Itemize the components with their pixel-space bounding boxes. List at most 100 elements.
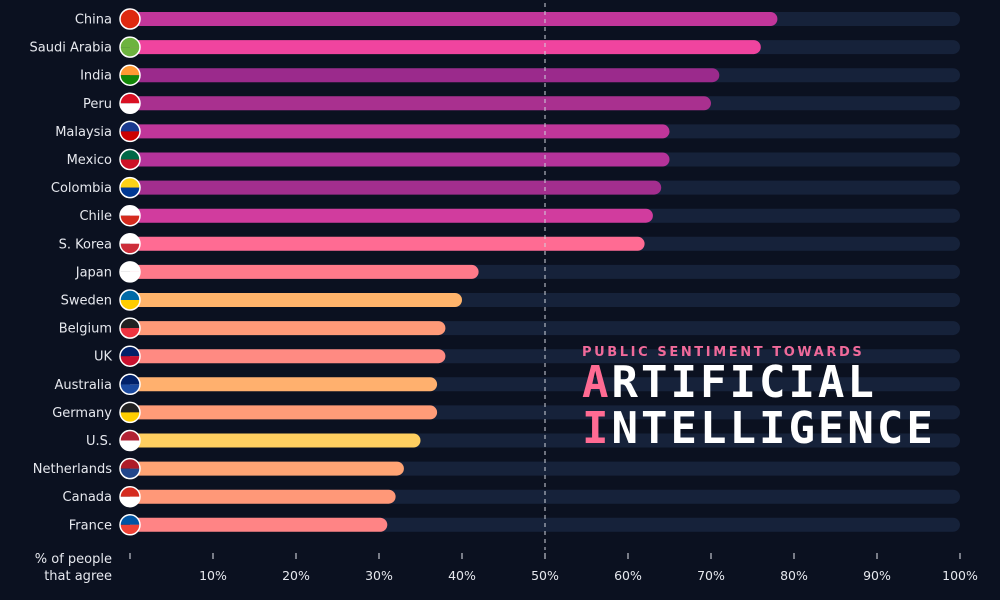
flag-border bbox=[119, 204, 141, 227]
category-label: Sweden bbox=[61, 294, 112, 309]
category-label: Peru bbox=[83, 97, 112, 112]
bar-india bbox=[130, 68, 720, 83]
flag-top bbox=[120, 37, 140, 48]
x-tick-label: 70% bbox=[697, 568, 725, 583]
flag-border bbox=[119, 345, 141, 367]
flag-top bbox=[120, 261, 140, 272]
category-label: China bbox=[75, 13, 112, 28]
flag-bottom bbox=[120, 187, 140, 198]
flag-bottom bbox=[120, 524, 140, 535]
x-tick-label: 100% bbox=[942, 568, 978, 583]
flag-icon bbox=[120, 514, 140, 535]
flag-icon bbox=[120, 430, 140, 451]
category-label: Mexico bbox=[67, 153, 112, 168]
bar-u-s- bbox=[130, 433, 421, 448]
flag-icon bbox=[120, 346, 140, 367]
flag-icon bbox=[120, 458, 140, 479]
flag-icon bbox=[120, 486, 140, 507]
flag-icon bbox=[120, 402, 140, 423]
flag-bottom bbox=[120, 440, 140, 451]
x-tick-label: 40% bbox=[448, 568, 476, 583]
flag-icon bbox=[120, 205, 140, 226]
bar-sweden bbox=[130, 293, 462, 307]
title-rest-2: NTELLIGENCE bbox=[611, 403, 936, 454]
bar-japan bbox=[130, 264, 479, 279]
x-axis-label: that agree bbox=[44, 569, 112, 584]
flag-icon bbox=[120, 149, 140, 170]
flag-border bbox=[119, 401, 141, 424]
bar-malaysia bbox=[130, 124, 670, 139]
x-tick-label: 30% bbox=[365, 568, 393, 583]
flag-bottom bbox=[120, 243, 140, 254]
category-label: Colombia bbox=[51, 181, 112, 196]
title-initial-a: A bbox=[582, 357, 612, 408]
x-tick-label: 60% bbox=[614, 568, 642, 583]
bar-saudi-arabia bbox=[130, 40, 761, 55]
bar-peru bbox=[130, 96, 711, 111]
flag-bottom bbox=[120, 356, 140, 367]
x-tick-label: 90% bbox=[863, 568, 891, 583]
x-tick-label: 80% bbox=[780, 568, 808, 583]
flag-border bbox=[119, 289, 141, 311]
flag-border bbox=[119, 176, 141, 199]
flag-icon bbox=[120, 65, 140, 86]
flag-icon bbox=[120, 177, 140, 198]
flag-icon bbox=[120, 9, 140, 29]
title-line-1: ARTIFICIAL bbox=[582, 360, 936, 406]
category-label: Australia bbox=[54, 378, 112, 393]
category-label: Germany bbox=[52, 406, 112, 421]
flag-top bbox=[120, 177, 140, 188]
flag-top bbox=[120, 346, 140, 357]
category-label: Malaysia bbox=[55, 125, 112, 140]
flag-top bbox=[120, 402, 140, 413]
flag-bottom bbox=[120, 300, 140, 310]
title-rest-1: RTIFICIAL bbox=[611, 357, 877, 408]
flag-top bbox=[120, 430, 140, 441]
flag-bottom bbox=[120, 215, 140, 226]
flag-border bbox=[119, 261, 141, 283]
bar-france bbox=[130, 517, 388, 532]
bar-canada bbox=[130, 489, 396, 504]
x-tick-label: 20% bbox=[282, 568, 310, 583]
flag-top bbox=[120, 486, 140, 497]
category-label: UK bbox=[94, 350, 113, 365]
flag-top bbox=[120, 514, 140, 525]
flag-border bbox=[119, 514, 141, 536]
category-label: U.S. bbox=[86, 434, 112, 449]
flag-top bbox=[120, 9, 140, 19]
flag-border bbox=[119, 36, 141, 58]
category-label: Belgium bbox=[59, 322, 112, 337]
flag-bottom bbox=[120, 271, 140, 282]
flag-border bbox=[119, 148, 141, 171]
flag-icon bbox=[120, 121, 140, 142]
category-label: Saudi Arabia bbox=[30, 41, 113, 56]
flag-bottom bbox=[120, 159, 140, 170]
category-label: S. Korea bbox=[59, 237, 112, 252]
flag-border bbox=[119, 92, 141, 115]
flag-bottom bbox=[120, 47, 140, 58]
bar-china bbox=[130, 12, 778, 26]
bar-s-korea bbox=[130, 236, 645, 251]
flag-border bbox=[119, 8, 141, 30]
category-label: Chile bbox=[79, 209, 112, 224]
flag-top bbox=[120, 458, 140, 469]
bar-germany bbox=[130, 405, 438, 420]
flag-bottom bbox=[120, 19, 140, 29]
flag-icon bbox=[120, 261, 140, 282]
bar-chile bbox=[130, 208, 653, 223]
x-tick-label: 10% bbox=[199, 568, 227, 583]
x-tick-label: 50% bbox=[531, 568, 559, 583]
flag-top bbox=[120, 290, 140, 300]
chart-title: PUBLIC SENTIMENT TOWARDS ARTIFICIAL INTE… bbox=[582, 345, 936, 452]
bar-mexico bbox=[130, 152, 670, 167]
title-initial-i: I bbox=[582, 403, 612, 454]
bar-australia bbox=[130, 377, 438, 392]
flag-bottom bbox=[120, 328, 140, 339]
flag-top bbox=[120, 318, 140, 329]
category-label: France bbox=[69, 518, 112, 533]
flag-top bbox=[120, 65, 140, 76]
flag-icon bbox=[120, 93, 140, 114]
title-line-2: INTELLIGENCE bbox=[582, 406, 936, 452]
flag-top bbox=[120, 205, 140, 216]
flag-border bbox=[119, 457, 141, 480]
